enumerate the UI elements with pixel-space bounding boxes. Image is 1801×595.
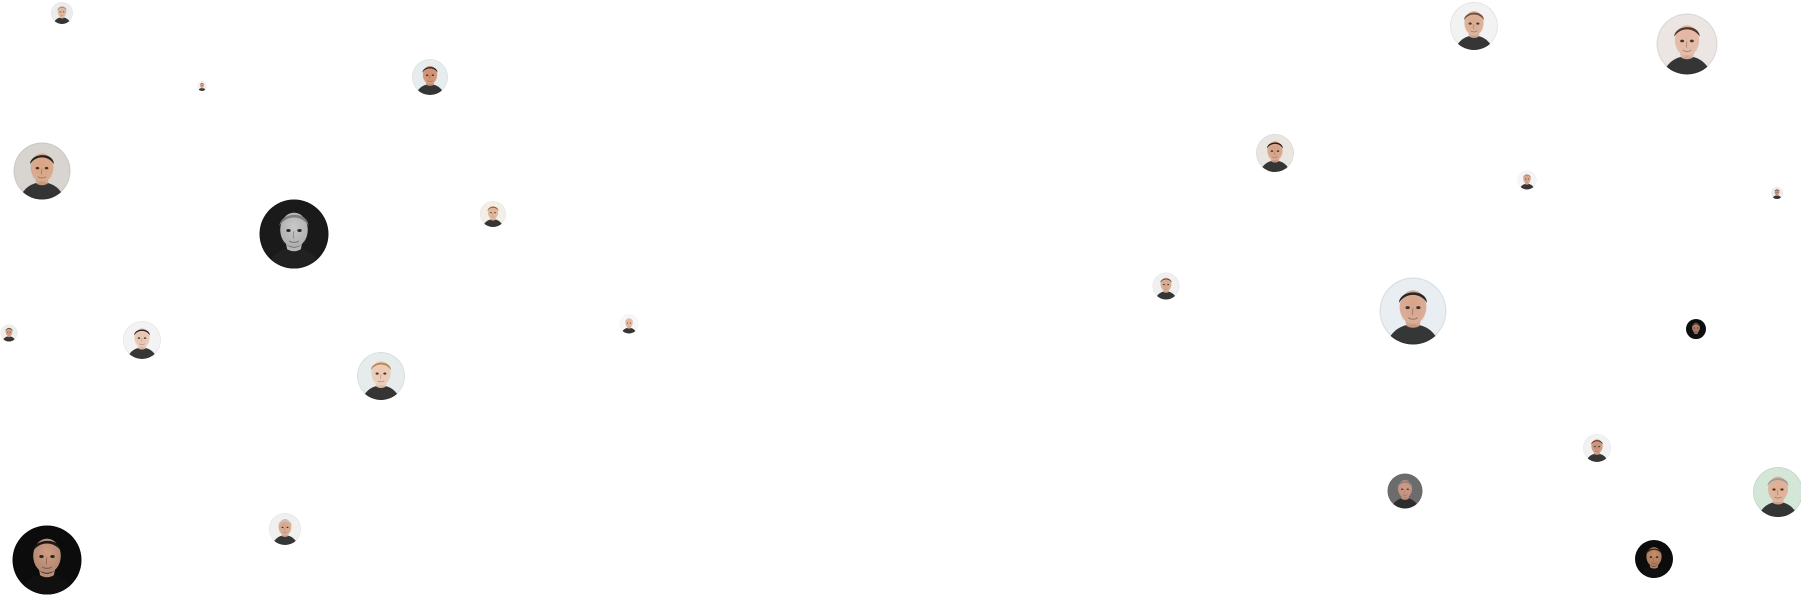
avatar-09[interactable] [357, 352, 405, 400]
avatar-12[interactable] [13, 526, 82, 595]
avatar-06[interactable] [480, 201, 506, 227]
avatar-13[interactable] [1450, 2, 1498, 50]
avatar-02[interactable] [197, 81, 207, 91]
avatar-19[interactable] [1380, 278, 1447, 345]
avatar-11[interactable] [269, 513, 301, 545]
avatar-14[interactable] [1657, 14, 1718, 75]
avatar-05[interactable] [260, 200, 329, 269]
avatar-17[interactable] [1771, 187, 1783, 199]
avatar-03[interactable] [412, 59, 448, 95]
avatar-10[interactable] [620, 315, 639, 334]
avatar-22[interactable] [1388, 474, 1423, 509]
avatar-23[interactable] [1753, 467, 1801, 517]
avatar-21[interactable] [1583, 434, 1611, 462]
avatar-16[interactable] [1518, 171, 1537, 190]
avatar-08[interactable] [123, 321, 161, 359]
avatar-24[interactable] [1635, 540, 1673, 578]
avatar-18[interactable] [1153, 273, 1180, 300]
avatar-07[interactable] [1, 325, 18, 342]
avatar-01[interactable] [51, 2, 73, 24]
avatar-20[interactable] [1686, 319, 1706, 339]
avatar-04[interactable] [14, 143, 71, 200]
avatar-15[interactable] [1256, 134, 1294, 172]
